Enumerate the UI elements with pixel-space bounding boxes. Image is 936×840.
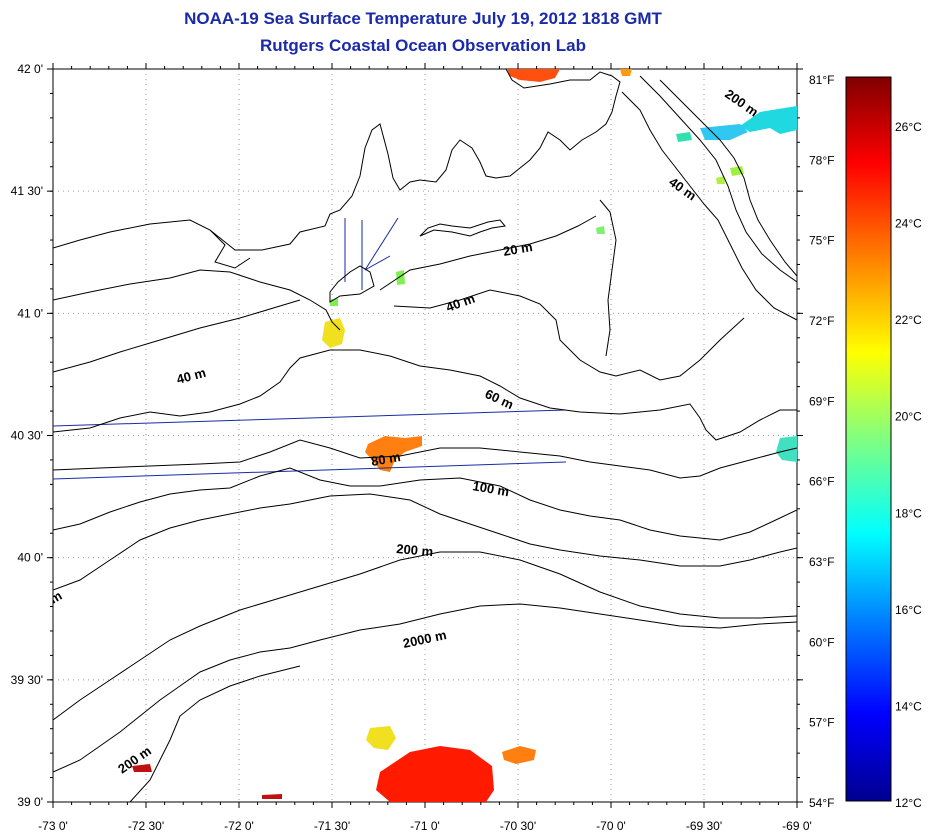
longitude-label: -69 0'	[782, 819, 812, 833]
colorbar-f-label: 69°F	[809, 394, 834, 408]
sst-patches	[132, 69, 797, 802]
contour-label: m	[47, 588, 65, 607]
colorbar	[845, 76, 892, 802]
latitude-label: 39 0'	[17, 795, 43, 809]
colorbar-f-label: 78°F	[809, 153, 834, 167]
contour-label: 200 m	[396, 541, 434, 559]
coastline	[53, 69, 797, 357]
colorbar-c-label: 12°C	[895, 796, 922, 810]
contour-label: 40 m	[175, 365, 208, 387]
map-frame	[52, 68, 798, 803]
colorbar-f-label: 81°F	[809, 73, 834, 87]
longitude-label: -73 0'	[38, 819, 68, 833]
colorbar-f-label: 60°F	[809, 635, 834, 649]
contour-label: 80 m	[370, 449, 402, 469]
longitude-label: -70 0'	[596, 819, 626, 833]
graticule	[53, 69, 797, 802]
colorbar-f-label: 54°F	[809, 796, 834, 810]
map-title: NOAA-19 Sea Surface Temperature July 19,…	[184, 9, 662, 28]
latitude-label: 41 0'	[17, 306, 43, 320]
latitude-label: 40 0'	[17, 551, 43, 565]
colorbar-f-label: 72°F	[809, 314, 834, 328]
colorbar-c-label: 20°C	[895, 410, 922, 424]
colorbar-f-label: 63°F	[809, 555, 834, 569]
contour-label: 20 m	[502, 239, 534, 259]
longitude-label: -70 30'	[500, 819, 536, 833]
colorbar-f-label: 66°F	[809, 475, 834, 489]
colorbar-f-label: 57°F	[809, 716, 834, 730]
longitude-axis: -73 0' -72 30' -72 0' -71 30' -71 0' -70 30' -…	[38, 63, 812, 833]
colorbar-celsius-labels: 26°C 24°C 22°C 20°C 18°C 16°C 14°C 12°C	[895, 120, 922, 810]
colorbar-c-label: 22°C	[895, 313, 922, 327]
contour-label: 100 m	[471, 478, 510, 499]
colorbar-c-label: 16°C	[895, 603, 922, 617]
latitude-axis: 42 0' 41 30' 41 0' 40 30' 40 0' 39 30' 39 0'	[11, 62, 803, 809]
colorbar-c-label: 18°C	[895, 506, 922, 520]
longitude-label: -69 30'	[686, 819, 722, 833]
colorbar-f-label: 75°F	[809, 234, 834, 248]
map-subtitle: Rutgers Coastal Ocean Observation Lab	[260, 36, 586, 55]
latitude-label: 40 30'	[11, 429, 43, 443]
glider-transects	[53, 217, 567, 480]
latitude-label: 41 30'	[11, 184, 43, 198]
longitude-label: -71 30'	[314, 819, 350, 833]
colorbar-c-label: 26°C	[895, 120, 922, 134]
colorbar-c-label: 14°C	[895, 699, 922, 713]
latitude-label: 39 30'	[11, 673, 43, 687]
longitude-label: -71 0'	[410, 819, 440, 833]
longitude-label: -72 0'	[224, 819, 254, 833]
bathymetry-contours	[53, 75, 797, 802]
longitude-label: -72 30'	[128, 819, 164, 833]
colorbar-fahrenheit-labels: 81°F 78°F 75°F 72°F 69°F 66°F 63°F 60°F 57°F 54°F	[809, 73, 834, 810]
colorbar-c-label: 24°C	[895, 217, 922, 231]
latitude-label: 42 0'	[17, 62, 43, 76]
